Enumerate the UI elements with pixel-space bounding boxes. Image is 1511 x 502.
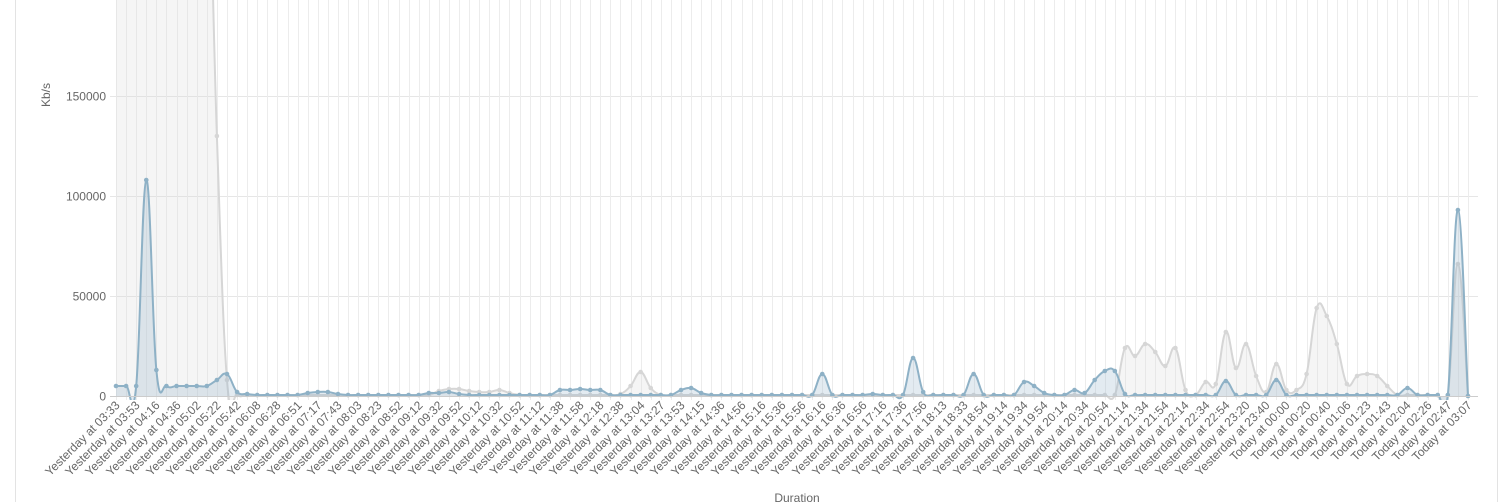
data-point (244, 391, 250, 397)
data-point (456, 386, 462, 392)
data-point (113, 383, 119, 389)
data-point (184, 383, 189, 389)
data-point (1163, 363, 1168, 369)
data-point (1031, 383, 1037, 389)
y-axis-label: Kb/s (39, 83, 53, 107)
data-point (1364, 371, 1370, 377)
data-point (1223, 378, 1229, 384)
data-point (1273, 377, 1279, 383)
data-point (638, 369, 643, 375)
data-point (426, 390, 432, 396)
data-point (920, 389, 926, 395)
data-point (164, 383, 169, 389)
series-area (116, 0, 1468, 400)
data-point (1334, 341, 1340, 347)
data-point (154, 367, 159, 373)
data-point (1152, 349, 1158, 355)
data-point (688, 385, 694, 391)
data-point (1213, 381, 1219, 387)
data-point (1183, 387, 1188, 393)
data-point (1223, 329, 1229, 335)
data-point (436, 390, 442, 396)
data-point (315, 389, 321, 395)
data-point (1314, 305, 1319, 311)
data-point (1243, 341, 1249, 347)
data-point (1304, 371, 1309, 377)
data-point (1122, 391, 1128, 397)
data-point (133, 383, 139, 389)
data-point (1405, 385, 1410, 391)
data-point (1112, 368, 1118, 374)
data-point (1203, 379, 1208, 385)
data-point (234, 389, 240, 395)
data-point (1092, 377, 1097, 383)
data-point (678, 387, 684, 393)
data-point (224, 377, 230, 383)
data-point (648, 385, 654, 391)
data-point (971, 371, 976, 377)
data-point (567, 387, 573, 393)
data-point (194, 383, 200, 389)
data-point (597, 387, 603, 393)
data-point (143, 177, 149, 183)
data-point (497, 387, 502, 393)
data-point (123, 383, 129, 389)
data-point (1273, 361, 1279, 367)
data-point (1374, 373, 1380, 379)
data-point (456, 391, 462, 397)
data-point (1102, 368, 1108, 374)
data-point (1455, 261, 1461, 267)
data-point (698, 390, 704, 396)
data-point (628, 383, 633, 389)
data-point (325, 389, 331, 395)
y-tick-label: 100000 (66, 190, 106, 204)
data-point (1284, 387, 1289, 393)
data-point (446, 389, 452, 395)
data-point (1384, 383, 1390, 389)
data-point (1354, 373, 1360, 379)
data-point (335, 391, 341, 397)
data-point (1344, 381, 1350, 387)
data-point (466, 388, 472, 394)
data-point (305, 390, 311, 396)
data-point (1132, 353, 1138, 359)
data-point (870, 391, 876, 397)
data-point (174, 383, 179, 389)
y-tick-label: 0 (99, 390, 106, 404)
data-point (557, 387, 563, 393)
x-axis-label: Duration (774, 491, 819, 502)
data-point (214, 133, 220, 139)
data-point (587, 387, 593, 393)
data-point (1021, 379, 1027, 385)
data-point (577, 386, 583, 392)
y-tick-label: 50000 (73, 290, 107, 304)
data-point (204, 383, 210, 389)
data-point (910, 355, 916, 361)
data-point (1455, 207, 1461, 213)
data-point (1122, 345, 1128, 351)
data-point (1253, 373, 1259, 379)
data-point (224, 371, 230, 377)
data-point (1324, 313, 1330, 319)
data-point (1142, 341, 1148, 347)
data-point (1041, 390, 1047, 396)
data-point (1294, 387, 1299, 393)
data-point (1082, 390, 1087, 396)
data-point (1233, 365, 1239, 371)
data-point (1173, 345, 1178, 351)
y-tick-label: 150000 (66, 90, 106, 104)
data-point (819, 371, 825, 377)
data-point (1072, 387, 1077, 393)
data-point (214, 377, 220, 383)
